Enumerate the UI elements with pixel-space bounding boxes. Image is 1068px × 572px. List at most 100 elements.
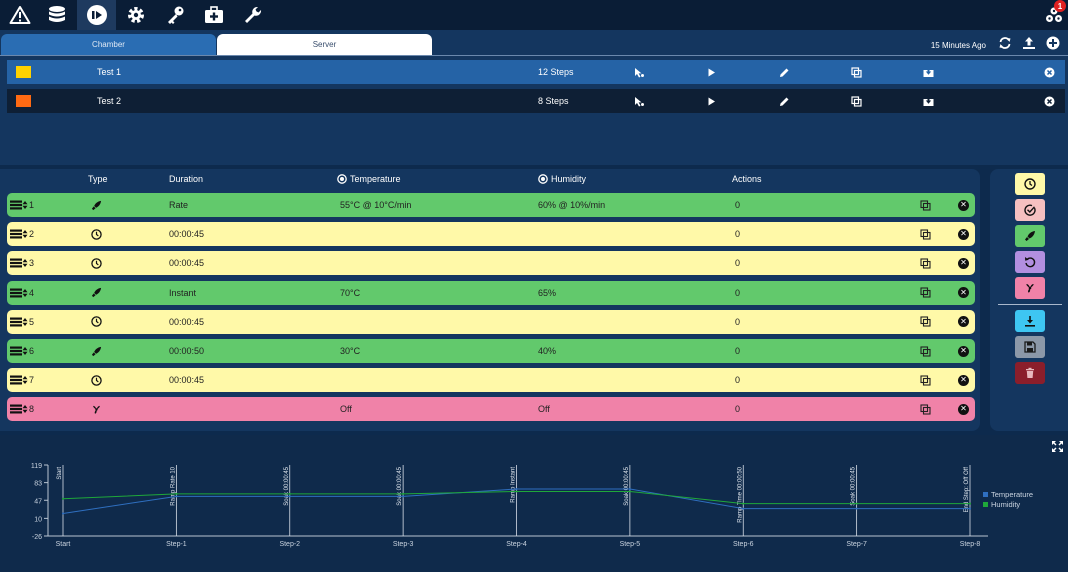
x-tick-label: Step-5 <box>620 541 641 548</box>
step-row[interactable]: 5 00:00:45 0 ✕ <box>7 309 975 334</box>
step-actions-count: 0 <box>735 346 741 356</box>
test-row[interactable]: Test 2 8 Steps <box>7 89 1065 113</box>
notifications-icon[interactable]: 1 <box>1040 0 1068 30</box>
x-tick-label: Step-6 <box>733 541 754 548</box>
tabs-divider <box>0 55 1068 56</box>
data-point <box>62 497 64 500</box>
step-annotation: Ramp Time 00:00:50 <box>737 466 743 522</box>
drag-handle-icon[interactable] <box>10 193 28 217</box>
refresh-icon[interactable] <box>998 36 1012 55</box>
copy-icon[interactable] <box>920 222 931 246</box>
data-point <box>855 502 858 505</box>
remove-step-icon[interactable]: ✕ <box>958 228 969 240</box>
step-row[interactable]: 8 Off Off 0 ✕ <box>7 397 975 422</box>
test-name: Test 1 <box>97 67 122 77</box>
notification-badge: 1 <box>1054 0 1066 12</box>
key-icon[interactable] <box>155 0 194 30</box>
clock-icon <box>90 310 102 334</box>
col-header-temperature[interactable]: Temperature <box>337 174 401 184</box>
drag-handle-icon[interactable] <box>10 281 28 305</box>
step-actions-count: 0 <box>735 200 741 210</box>
remove-step-icon[interactable]: ✕ <box>958 316 969 328</box>
cursor-icon[interactable] <box>632 89 646 113</box>
download-button[interactable] <box>1015 310 1045 332</box>
drag-handle-icon[interactable] <box>10 368 28 392</box>
copy-icon[interactable] <box>920 368 931 392</box>
data-point <box>175 492 178 495</box>
fan-icon <box>90 397 102 421</box>
copy-icon[interactable] <box>920 251 931 275</box>
warning-icon[interactable] <box>0 0 39 30</box>
copy-icon[interactable] <box>920 281 931 305</box>
drag-handle-icon[interactable] <box>10 339 28 363</box>
step-duration: 00:00:45 <box>169 229 205 240</box>
add-test-icon[interactable] <box>1046 36 1060 55</box>
copy-icon[interactable] <box>920 339 931 363</box>
remove-step-icon[interactable]: ✕ <box>958 287 969 299</box>
upload-icon[interactable] <box>1022 36 1036 55</box>
x-tick-label: Step-1 <box>166 541 187 548</box>
data-point <box>855 507 858 510</box>
database-icon[interactable] <box>37 0 76 30</box>
y-tick-label: 47 <box>34 498 42 505</box>
add-guaranteed-soak-button[interactable] <box>1015 199 1045 221</box>
profile-chart-panel: 119 83 47 10 -26 Start Step-1 Step-2 Step-3 Step-… <box>0 435 1068 572</box>
copy-icon[interactable] <box>920 310 931 334</box>
drag-handle-icon[interactable] <box>10 222 28 246</box>
medkit-icon[interactable] <box>194 0 233 30</box>
copy-icon[interactable] <box>849 60 863 84</box>
tools-divider <box>998 304 1062 305</box>
remove-test-icon[interactable] <box>1042 89 1056 113</box>
remove-test-icon[interactable] <box>1042 60 1056 84</box>
data-point <box>628 490 631 493</box>
play-icon[interactable] <box>704 89 718 113</box>
drag-handle-icon[interactable] <box>10 310 28 334</box>
remove-step-icon[interactable]: ✕ <box>958 257 969 269</box>
undo-icon <box>1025 257 1036 268</box>
step-row[interactable]: 1 Rate 55°C @ 10°C/min 60% @ 10%/min 0 ✕ <box>7 193 975 217</box>
copy-icon[interactable] <box>920 193 931 217</box>
step-number: 3 <box>29 258 35 269</box>
drag-handle-icon[interactable] <box>10 251 28 275</box>
step-actions-count: 0 <box>735 258 741 269</box>
step-row[interactable]: 2 00:00:45 0 ✕ <box>7 222 975 247</box>
wrench-icon[interactable] <box>233 0 272 30</box>
save-button[interactable] <box>1015 336 1045 358</box>
remove-step-icon[interactable]: ✕ <box>958 403 969 415</box>
copy-icon[interactable] <box>920 397 931 421</box>
expand-icon[interactable] <box>1051 440 1064 458</box>
edit-icon[interactable] <box>777 89 791 113</box>
step-row[interactable]: 3 00:00:45 0 ✕ <box>7 251 975 276</box>
y-tick-label: 10 <box>34 516 42 523</box>
add-ramp-button[interactable] <box>1015 225 1045 247</box>
delete-button[interactable] <box>1015 362 1045 384</box>
step-number: 1 <box>29 200 35 210</box>
x-tick-label: Step-4 <box>506 541 527 548</box>
download-icon[interactable] <box>921 60 935 84</box>
step-row[interactable]: 4 Instant 70°C 65% 0 ✕ <box>7 280 975 305</box>
add-soak-button[interactable] <box>1015 173 1045 195</box>
test-row[interactable]: Test 1 12 Steps <box>7 60 1065 84</box>
add-end-button[interactable] <box>1015 277 1045 299</box>
step-annotation: Soak 00:00:45 <box>397 466 403 505</box>
copy-icon[interactable] <box>849 89 863 113</box>
remove-step-icon[interactable]: ✕ <box>958 199 969 211</box>
download-icon[interactable] <box>921 89 935 113</box>
cursor-icon[interactable] <box>632 60 646 84</box>
step-row[interactable]: 7 00:00:45 0 ✕ <box>7 368 975 393</box>
tab-server[interactable]: Server <box>217 34 432 55</box>
drag-handle-icon[interactable] <box>10 397 28 421</box>
step-duration: Rate <box>169 200 189 210</box>
step-row[interactable]: 6 00:00:50 30°C 40% 0 ✕ <box>7 339 975 363</box>
step-number: 7 <box>29 375 35 386</box>
data-point <box>515 487 518 490</box>
remove-step-icon[interactable]: ✕ <box>958 345 969 357</box>
add-loop-button[interactable] <box>1015 251 1045 273</box>
play-icon[interactable] <box>704 60 718 84</box>
col-header-humidity[interactable]: Humidity <box>538 174 586 184</box>
remove-step-icon[interactable]: ✕ <box>958 374 969 386</box>
settings-icon[interactable] <box>116 0 155 30</box>
run-icon[interactable] <box>77 0 116 30</box>
tab-chamber[interactable]: Chamber <box>1 34 216 55</box>
edit-icon[interactable] <box>777 60 791 84</box>
